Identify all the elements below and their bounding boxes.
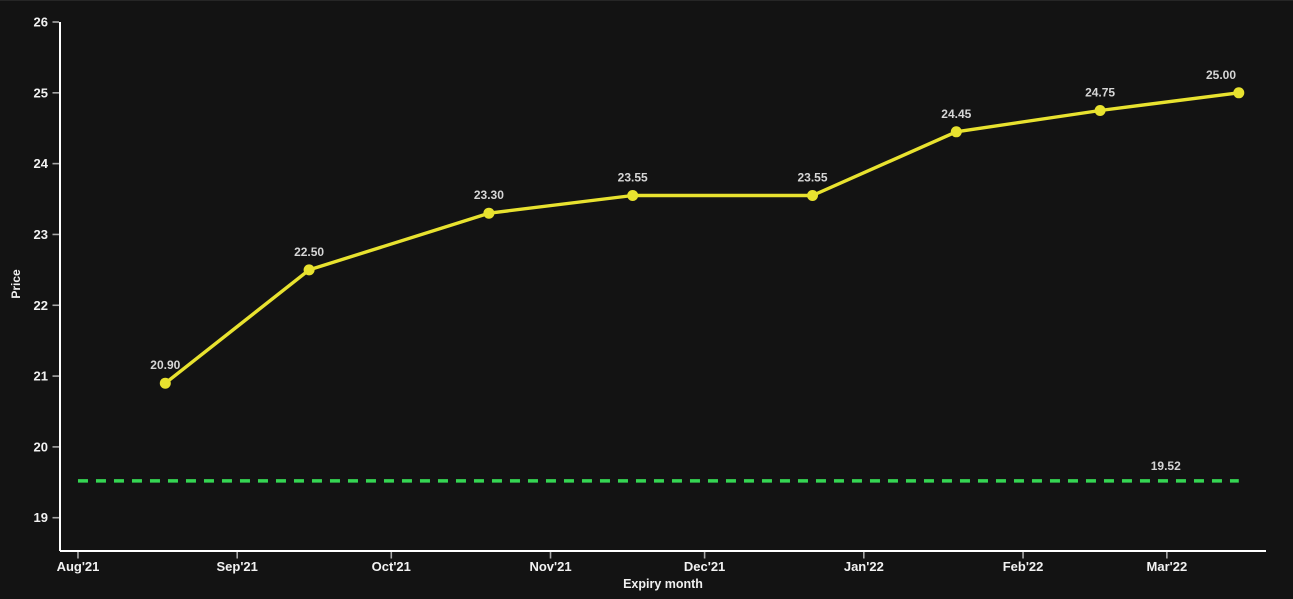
- y-tick-label: 24: [34, 156, 49, 171]
- y-tick-label: 22: [34, 298, 48, 313]
- data-point-marker: [303, 264, 315, 276]
- y-tick-label: 21: [34, 369, 48, 384]
- x-axis-title: Expiry month: [623, 577, 703, 591]
- reference-line-layer: 19.52: [77, 459, 1239, 483]
- data-point-marker: [483, 207, 495, 219]
- x-tick-label: Jan'22: [844, 559, 884, 574]
- y-tick-label: 25: [34, 85, 48, 100]
- data-point-label: 20.90: [150, 358, 180, 372]
- price-curve-line: [163, 91, 1241, 385]
- y-tick-label: 20: [34, 439, 48, 454]
- axes-layer: 19 20 21 22 23 24 25 26 Aug'21 Sep'21 Oct'21 Nov'21…: [34, 15, 1266, 574]
- x-tick-label: Sep'21: [216, 559, 257, 574]
- data-point-marker: [950, 126, 962, 138]
- y-axis-title: Price: [9, 269, 23, 299]
- data-point-label: 23.55: [797, 171, 827, 185]
- data-point-label: 23.55: [618, 171, 648, 185]
- data-point-label: 23.30: [474, 188, 504, 202]
- x-tick-label: Nov'21: [529, 559, 571, 574]
- data-point-marker: [627, 190, 639, 201]
- x-tick-label: Dec'21: [684, 559, 725, 574]
- y-tick-label: 26: [34, 15, 48, 30]
- x-tick-label: Mar'22: [1147, 559, 1188, 574]
- data-point-label: 22.50: [294, 245, 324, 259]
- data-point-label: 25.00: [1206, 68, 1236, 82]
- x-tick-label: Aug'21: [57, 559, 100, 574]
- data-point-label: 24.45: [941, 107, 971, 121]
- y-tick-label: 19: [34, 510, 48, 525]
- reference-line-label: 19.52: [1151, 459, 1181, 473]
- y-tick-label: 23: [34, 227, 48, 242]
- series-layer: 20.90 22.50 23.30 23.55 23.55 24.45 24.75 25.00: [150, 68, 1245, 389]
- data-point-marker: [1094, 105, 1106, 116]
- data-point-marker: [807, 190, 818, 201]
- data-point-label: 24.75: [1085, 86, 1115, 100]
- data-point-marker: [159, 377, 171, 389]
- data-point-marker: [1233, 87, 1245, 99]
- x-tick-label: Oct'21: [372, 559, 411, 574]
- x-tick-label: Feb'22: [1003, 559, 1044, 574]
